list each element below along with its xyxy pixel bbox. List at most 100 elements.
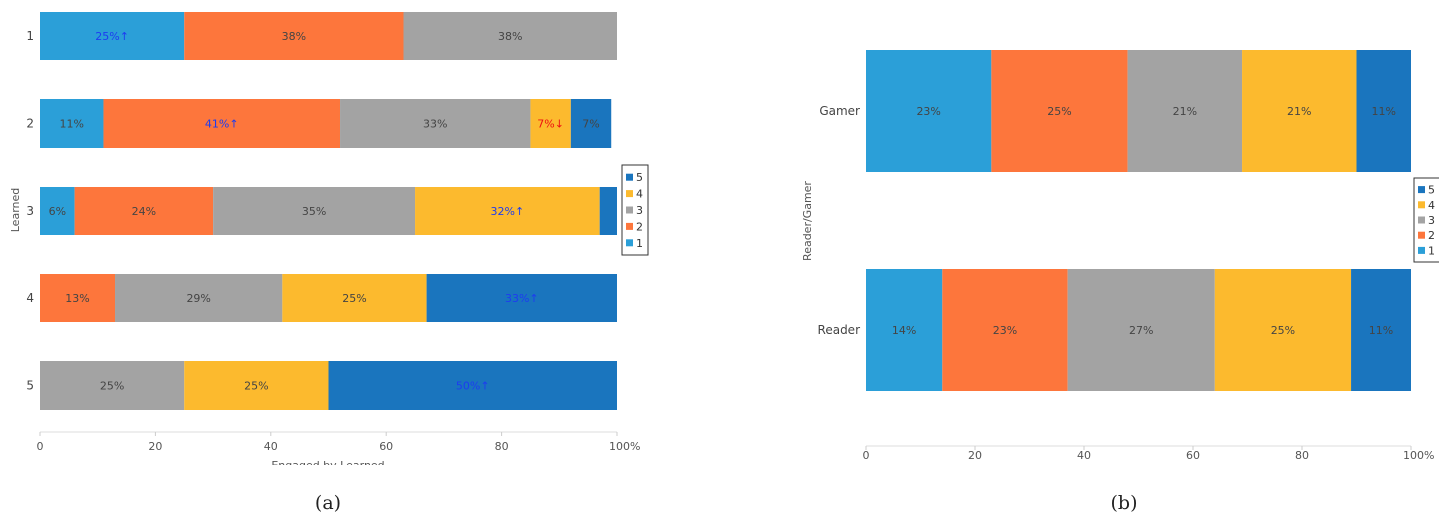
chart-a-category-label: 4 [26,291,34,305]
chart-b-bar-data-label: 21% [1173,105,1197,118]
chart-b-legend-label: 5 [1428,184,1435,197]
chart-b-bar-segment [1067,269,1215,391]
chart-a-legend-swatch [626,206,633,214]
chart-b-bar-data-label: 11% [1369,324,1393,337]
chart-b-bar-segment [1356,50,1411,172]
chart-a-caption: (a) [315,492,341,514]
chart-b-legend-label: 1 [1428,244,1435,257]
chart-b-bar-segment [866,50,992,172]
chart-a-bar-segment [40,12,185,60]
chart-a-legend-label: 4 [636,188,643,201]
chart-a-bar-data-label: 29% [186,292,210,305]
chart-a-category-label: 3 [26,204,34,218]
chart-b-x-tick-label: 60 [1186,449,1200,462]
chart-b-category-label: Gamer [819,104,860,118]
chart-b-x-tick-label: 0 [863,449,870,462]
chart-a-bar-segment [213,187,416,235]
chart-a-bar-data-label: 11% [60,118,84,131]
chart-a-x-tick-label: 40 [264,440,278,453]
chart-a-legend-label: 5 [636,171,643,184]
chart-b-legend-swatch [1418,246,1425,254]
chart-a-bar-segment [115,274,283,322]
chart-b-bar-segment [1351,269,1411,391]
chart-a-legend-label: 2 [636,220,643,233]
chart-b-legend-box [1413,177,1439,263]
chart-a-bar-segment [184,361,329,410]
chart-a-bar-segment [340,99,531,148]
chart-b-legend-swatch [1418,186,1425,194]
chart-a-bar-segment [282,274,427,322]
chart-b-bar-data-label: 14% [892,324,916,337]
chart-b-legend-label: 2 [1428,229,1435,242]
chart-b-bar-segment [942,269,1068,391]
chart-b-bar-segment [1214,269,1352,391]
chart-b-x-tick-label: 80 [1295,449,1309,462]
chart-b-bar-segment [866,269,943,391]
chart-b-bar-data-label: 27% [1129,324,1153,337]
chart-a-bar-data-label: 41%↑ [205,118,239,131]
chart-a-bar-segment [570,99,612,148]
chart-a-bar-segment [40,361,185,410]
chart-a-category-label: 2 [26,117,34,131]
chart-a-bar-data-label: 35% [302,205,326,218]
chart-a-x-tick-label: 20 [148,440,162,453]
chart-b-bar-segment [1242,50,1357,172]
chart-a-x-tick-label: 80 [495,440,509,453]
chart-a-category-label: 5 [26,379,34,393]
chart-a-bar-data-label: 25% [244,380,268,393]
chart-b-caption: (b) [1111,492,1138,514]
chart-b-bar-data-label: 21% [1287,105,1311,118]
chart-b-bar-data-label: 25% [1047,105,1071,118]
chart-a-bar-segment [103,99,341,148]
chart-a-x-tick-label: 100% [609,440,640,453]
chart-a-bar-segment [40,99,104,148]
chart-b-category-label: Reader [818,323,861,337]
chart-a-bar-data-label: 7%↓ [537,118,564,131]
chart-b-y-axis-label: Reader/Gamer [801,181,814,261]
chart-b-legend-swatch [1418,231,1425,239]
chart-b-bar-segment [1127,50,1243,172]
chart-b-legend-label: 3 [1428,214,1435,227]
chart-a-legend-label: 1 [636,237,643,250]
chart-a-bar-segment [184,12,404,60]
chart-a-bar-segment [40,187,75,235]
chart-b-bar-segment [991,50,1128,172]
chart-a-bar-segment [74,187,214,235]
chart-a-legend-label: 3 [636,204,643,217]
chart-b-bar-data-label: 23% [916,105,940,118]
chart-b-bar-data-label: 25% [1271,324,1295,337]
chart-a-x-tick-label: 60 [379,440,393,453]
chart-a-bar-data-label: 13% [65,292,89,305]
chart-a-bar-data-label: 33%↑ [505,292,539,305]
chart-a-legend-swatch [626,173,633,181]
chart-b: Reader/Gamer (b) 0 20 40 60 80 100%Gamer 23% 25… [801,50,1439,514]
chart-a-bar-segment [599,187,617,235]
chart-b-legend-label: 4 [1428,199,1435,212]
chart-a-bar-segment [40,274,116,322]
chart-b-bar-data-label: 11% [1372,105,1396,118]
chart-a-bar-segment [403,12,617,60]
chart-b-x-tick-label: 100% [1403,449,1434,462]
chart-b-x-tick-label: 20 [968,449,982,462]
chart-a-x-tick-label: 0 [37,440,44,453]
chart-a-bar-data-label: 25%↑ [95,30,129,43]
chart-a-bar-data-label: 38% [498,30,522,43]
chart-b-bar-data-label: 23% [993,324,1017,337]
chart-a-bar-segment [415,187,600,235]
chart-a-bar-segment [426,274,617,322]
chart-a-y-axis-label: Learned [9,188,22,233]
chart-a: Learned Engaged by Learned (a) 020406080… [9,12,649,514]
chart-a-bar-segment [328,361,617,410]
chart-a-label-clip [240,465,420,485]
chart-a-bar-data-label: 32%↑ [491,205,525,218]
chart-a-bar-data-label: 38% [282,30,306,43]
chart-a-bar-data-label: 33% [423,118,447,131]
chart-a-bar-data-label: 6% [49,205,66,218]
chart-a-bar-data-label: 7% [582,118,599,131]
chart-b-x-tick-label: 40 [1077,449,1091,462]
chart-b-legend-swatch [1418,216,1425,224]
chart-a-bar-data-label: 25% [100,380,124,393]
chart-a-bar-segment [530,99,571,148]
chart-a-category-label: 1 [26,29,34,43]
